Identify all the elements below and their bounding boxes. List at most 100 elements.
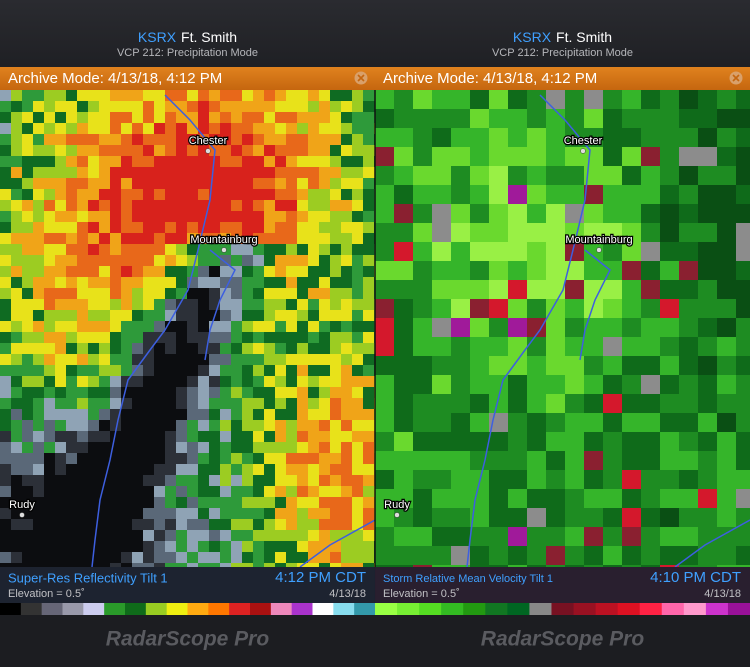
radar-cell [231, 321, 242, 332]
radar-cell [297, 508, 308, 519]
radar-cell [286, 409, 297, 420]
radar-cell [470, 90, 489, 109]
radar-cell [88, 178, 99, 189]
radar-cell [489, 337, 508, 356]
radar-cell [242, 343, 253, 354]
radar-cell [717, 356, 736, 375]
color-scale [705, 603, 729, 615]
radar-cell [132, 354, 143, 365]
place-label: Mountainburg [565, 234, 632, 246]
radar-cell [341, 156, 352, 167]
radar-cell [253, 354, 264, 365]
radar-cell [77, 277, 88, 288]
radar-cell [679, 242, 698, 261]
radar-cell [187, 233, 198, 244]
radar-cell [584, 489, 603, 508]
radar-cell [77, 343, 88, 354]
radar-cell [698, 318, 717, 337]
river [579, 249, 611, 361]
radar-cell [413, 432, 432, 451]
radar-cell [187, 420, 198, 431]
radar-cell [352, 420, 363, 431]
radar-cell [363, 420, 374, 431]
radar-cell [527, 204, 546, 223]
radar-cell [22, 464, 33, 475]
radar-cell [264, 200, 275, 211]
product-name: Super-Res Reflectivity Tilt 1 [8, 570, 168, 585]
radar-cell [352, 255, 363, 266]
radar-cell [121, 530, 132, 541]
radar-cell [394, 318, 413, 337]
radar-cell [432, 90, 451, 109]
radar-cell [394, 261, 413, 280]
radar-cell [11, 343, 22, 354]
radar-cell [641, 546, 660, 565]
radar-cell [264, 101, 275, 112]
radar-cell [451, 394, 470, 413]
radar-cell [319, 332, 330, 343]
radar-cell [508, 432, 527, 451]
radar-cell [330, 497, 341, 508]
radar-cell [527, 565, 546, 567]
radar-cell [253, 343, 264, 354]
radar-cell [220, 321, 231, 332]
radar-cell [698, 109, 717, 128]
radar-cell [231, 497, 242, 508]
radar-cell [641, 356, 660, 375]
radar-cell [220, 343, 231, 354]
radar-cell [375, 527, 394, 546]
radar-cell [319, 277, 330, 288]
radar-cell [121, 365, 132, 376]
radar-cell [413, 90, 432, 109]
radar-cell [66, 442, 77, 453]
radar-cell [143, 255, 154, 266]
radar-cell [330, 90, 341, 101]
radar-cell [622, 147, 641, 166]
radar-cell [198, 112, 209, 123]
radar-cell [143, 211, 154, 222]
radar-cell [99, 486, 110, 497]
radar-cell [603, 299, 622, 318]
radar-cell [0, 409, 11, 420]
place-label: Chester [189, 135, 228, 147]
radar-cell [176, 343, 187, 354]
radar-cell [717, 489, 736, 508]
radar-cell [717, 394, 736, 413]
radar-cell [470, 565, 489, 567]
radar-cell [275, 343, 286, 354]
radar-cell [330, 112, 341, 123]
radar-cell [187, 123, 198, 134]
radar-cell [489, 280, 508, 299]
radar-cell [286, 508, 297, 519]
radar-cell [88, 277, 99, 288]
radar-cell [253, 90, 264, 101]
radar-cell [253, 167, 264, 178]
station-site: Ft. Smith [556, 29, 612, 45]
radar-cell [286, 497, 297, 508]
radar-cell [132, 123, 143, 134]
radar-cell [143, 200, 154, 211]
radar-cell [603, 185, 622, 204]
radar-cell [432, 451, 451, 470]
radar-cell [603, 508, 622, 527]
radar-cell [143, 563, 154, 567]
radar-cell [319, 541, 330, 552]
radar-cell [679, 527, 698, 546]
radar-cell [641, 185, 660, 204]
radar-cell [264, 321, 275, 332]
radar-cell [508, 204, 527, 223]
radar-cell [198, 398, 209, 409]
radar-cell [176, 112, 187, 123]
radar-cell [77, 189, 88, 200]
radar-cell [736, 470, 750, 489]
radar-cell [176, 563, 187, 567]
radar-cell [375, 470, 394, 489]
radar-cell [132, 310, 143, 321]
radar-cell [352, 167, 363, 178]
radar-cell [66, 277, 77, 288]
radar-cell [121, 299, 132, 310]
radar-cell [297, 90, 308, 101]
radar-cell [242, 90, 253, 101]
radar-cell [88, 387, 99, 398]
